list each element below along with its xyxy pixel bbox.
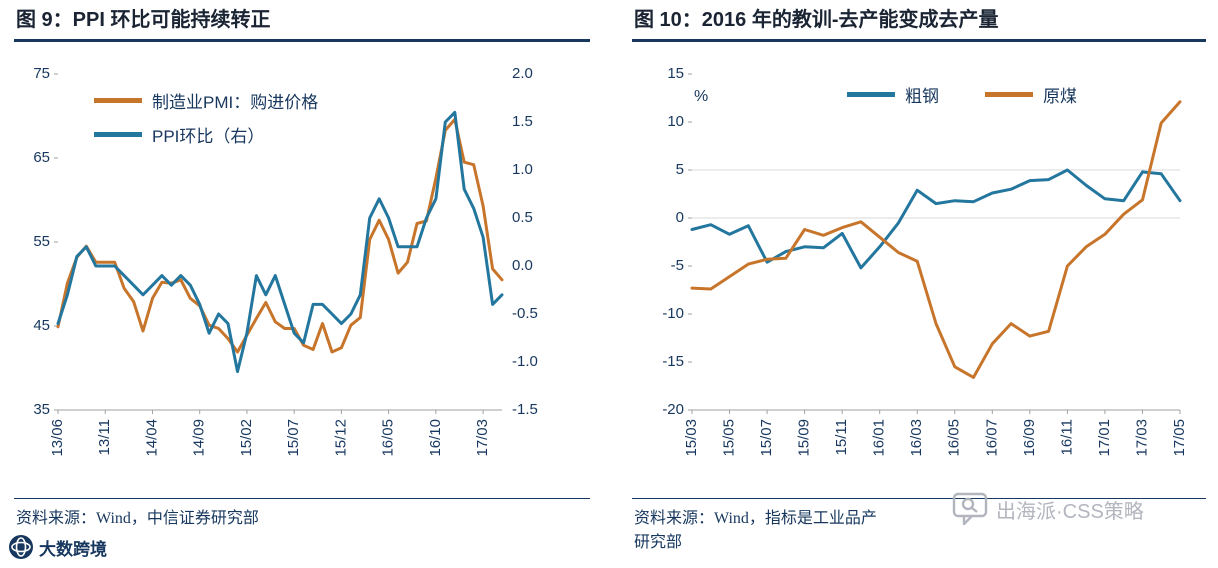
pmi-legend-label: 制造业PMI：购进价格 <box>152 93 319 112</box>
figure10-title: 图 10：2016 年的教训-去产能变成去产量 <box>632 6 1206 42</box>
x-tick-label: 16/05 <box>946 419 963 457</box>
x-tick-label: 15/02 <box>238 419 255 457</box>
figure9-plot: 13/06 13/11 14/04 14/09 15/02 15/07 15/12 16/05… <box>33 65 538 457</box>
figure9-legend: 制造业PMI：购进价格 PPI环比（右） <box>94 88 318 147</box>
figure10-chart-area: 15/03 15/05 15/07 15/09 15/11 16/01 16/03 16/05… <box>632 42 1206 496</box>
x-tick-label: 14/04 <box>143 419 160 457</box>
x-tick-label: 16/03 <box>908 419 925 457</box>
dashu-logo-text: 大数跨境 <box>39 539 107 559</box>
right-y-tick-label: 2.0 <box>512 65 533 82</box>
x-tick-label: 15/11 <box>833 419 850 455</box>
dashu-logo-icon <box>9 535 33 559</box>
figure9-source-text: 资料来源：Wind，中信证券研究部 <box>16 510 259 527</box>
series-line <box>690 100 1182 379</box>
coal-legend-label: 原煤 <box>1043 87 1077 106</box>
x-tick-label: 16/05 <box>380 419 397 457</box>
figure10-source: 资料来源：Wind，指标是工业品产 研究部 <box>632 498 1206 555</box>
ppi-line-swatch <box>94 132 142 137</box>
y-tick-label: 5 <box>676 161 684 178</box>
x-tick-label: 15/05 <box>721 419 738 457</box>
x-tick-label: 16/01 <box>871 419 888 457</box>
x-tick-label: 16/10 <box>427 419 444 457</box>
series-line <box>56 110 504 374</box>
right-y-tick-label: 0.0 <box>512 257 533 274</box>
steel-legend-label: 粗钢 <box>905 87 939 106</box>
x-tick-label: 14/09 <box>191 419 208 457</box>
y-tick-label: -15 <box>662 353 684 370</box>
figure10-source-line1: 资料来源：Wind，指标是工业品产 <box>634 510 877 527</box>
x-tick-label: 16/11 <box>1058 419 1075 455</box>
y-tick-label: 10 <box>667 113 684 130</box>
y-axis-unit-label: % <box>694 88 709 105</box>
x-tick-label: 15/09 <box>796 419 813 457</box>
y-tick-label: 45 <box>33 317 50 334</box>
right-y-tick-label: -1.0 <box>512 353 538 370</box>
x-tick-label: 15/03 <box>683 419 700 457</box>
y-tick-label: 65 <box>33 149 50 166</box>
y-tick-label: 35 <box>33 401 50 418</box>
y-tick-label: 15 <box>667 65 684 82</box>
x-tick-label: 17/03 <box>474 419 491 457</box>
x-tick-label: 17/01 <box>1096 419 1113 457</box>
right-y-tick-label: 0.5 <box>512 209 533 226</box>
coal-line-swatch <box>985 92 1033 97</box>
figure9-chart-area: 13/06 13/11 14/04 14/09 15/02 15/07 15/12 16/05… <box>14 42 590 496</box>
x-tick-label: 17/03 <box>1133 419 1150 457</box>
x-tick-label: 13/06 <box>49 419 66 457</box>
figure10-legend: 粗钢 原煤 <box>847 82 1077 107</box>
figure9-panel: 图 9：PPI 环比可能持续转正 13/06 13/11 14/04 14/09 15/… <box>14 6 590 531</box>
y-tick-label: -20 <box>662 401 684 418</box>
x-tick-label: 16/09 <box>1021 419 1038 457</box>
pmi-line-swatch <box>94 98 142 103</box>
series-line <box>56 117 504 354</box>
x-tick-label: 13/11 <box>96 419 113 455</box>
figure10-plot: 15/03 15/05 15/07 15/09 15/11 16/01 16/03 16/05… <box>662 65 1188 457</box>
y-tick-label: -10 <box>662 305 684 322</box>
steel-line-swatch <box>847 92 895 97</box>
ppi-legend-label: PPI环比（右） <box>152 127 265 146</box>
y-tick-label: 0 <box>676 209 684 226</box>
right-y-tick-label: 1.0 <box>512 161 533 178</box>
y-tick-label: -5 <box>671 257 684 274</box>
figure10-source-line2: 研究部 <box>634 534 683 551</box>
x-tick-label: 15/07 <box>758 419 775 457</box>
right-y-tick-label: -1.5 <box>512 401 538 418</box>
legend-item-steel: 粗钢 <box>847 82 939 107</box>
x-tick-label: 17/05 <box>1171 419 1188 457</box>
legend-item-ppi: PPI环比（右） <box>94 122 318 147</box>
x-tick-label: 16/07 <box>983 419 1000 457</box>
figure9-source: 资料来源：Wind，中信证券研究部 <box>14 498 590 531</box>
figure10-panel: 图 10：2016 年的教训-去产能变成去产量 15/03 15/05 15/07 1… <box>632 6 1206 555</box>
dashu-logo: 大数跨境 <box>8 534 107 560</box>
y-tick-label: 75 <box>33 65 50 82</box>
x-tick-label: 15/07 <box>285 419 302 457</box>
right-y-tick-label: 1.5 <box>512 113 533 130</box>
legend-item-coal: 原煤 <box>985 82 1077 107</box>
series-line <box>690 168 1182 270</box>
x-tick-label: 15/12 <box>332 419 349 457</box>
y-tick-label: 55 <box>33 233 50 250</box>
figure9-title: 图 9：PPI 环比可能持续转正 <box>14 6 590 42</box>
right-y-tick-label: -0.5 <box>512 305 538 322</box>
legend-item-pmi: 制造业PMI：购进价格 <box>94 88 318 113</box>
